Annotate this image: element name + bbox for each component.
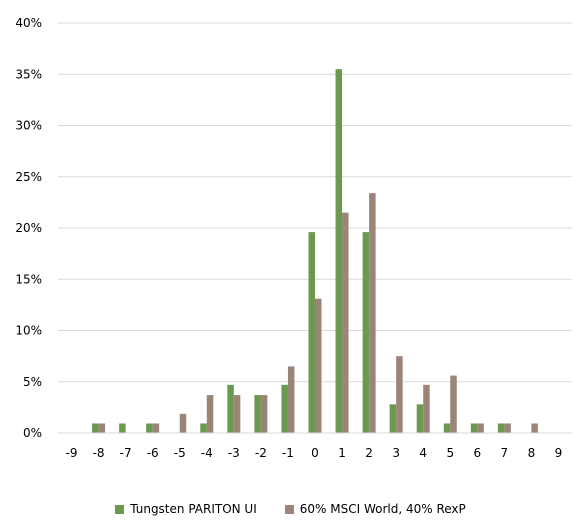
bar-series-1-cat--8	[92, 423, 99, 433]
x-tick-label: -6	[147, 446, 159, 460]
legend: Tungsten PARITON UI 60% MSCI World, 40% …	[0, 502, 581, 516]
bar-series-1-cat-5	[443, 423, 451, 433]
bar-series-1-cat-0	[308, 232, 315, 433]
x-tick-label: -3	[228, 446, 240, 460]
bar-series-2-cat--8	[98, 423, 106, 433]
legend-item-series-1: Tungsten PARITON UI	[115, 502, 257, 516]
bar-series-2-cat-7	[504, 423, 511, 433]
bar-series-2-cat--1	[287, 366, 295, 434]
x-tick-label: 0	[311, 446, 319, 460]
x-tick-label: 4	[419, 446, 427, 460]
x-tick-label: -1	[282, 446, 294, 460]
bar-series-2-cat--6	[152, 423, 160, 433]
y-tick-label: 35%	[15, 67, 42, 81]
bar-series-2-cat-1	[342, 212, 349, 434]
y-tick-label: 10%	[15, 324, 42, 338]
bar-series-2-cat-5	[450, 375, 457, 433]
legend-swatch-series-1	[115, 504, 125, 514]
y-tick-label: 0%	[23, 426, 42, 440]
y-tick-label: 25%	[15, 170, 42, 184]
y-tick-label: 5%	[23, 375, 42, 389]
x-tick-label: -5	[174, 446, 186, 460]
bar-series-2-cat--3	[233, 395, 241, 433]
bar-series-1-cat-1	[335, 69, 343, 434]
bar-series-1-cat-6	[470, 423, 478, 433]
x-tick-label: 2	[365, 446, 373, 460]
bar-series-2-cat-0	[315, 298, 322, 433]
bar-series-1-cat-3	[389, 404, 397, 433]
bars	[92, 69, 538, 434]
x-axis-ticks: -9 -8 -7 -6 -5 -4 -3 -2 -1 0 1 2 3 4 5 6 7 8 9	[66, 446, 563, 460]
bar-series-2-cat-3	[396, 356, 403, 434]
bar-series-1-cat--3	[227, 384, 234, 433]
legend-item-series-2: 60% MSCI World, 40% RexP	[284, 502, 466, 516]
bar-series-2-cat-2	[369, 193, 376, 433]
bar-series-1-cat--1	[281, 384, 288, 433]
y-axis-ticks: 0% 5% 10% 15% 20% 25% 30% 35% 40%	[15, 16, 42, 440]
x-tick-label: 8	[528, 446, 536, 460]
bar-series-2-cat-4	[423, 384, 430, 433]
x-tick-label: -4	[201, 446, 213, 460]
bar-series-1-cat-2	[362, 232, 370, 433]
bar-series-1-cat--2	[254, 395, 261, 433]
x-tick-label: -9	[66, 446, 78, 460]
y-tick-label: 40%	[15, 16, 42, 30]
y-tick-label: 20%	[15, 221, 42, 235]
x-tick-label: -2	[255, 446, 267, 460]
bar-series-2-cat--2	[260, 395, 268, 433]
x-tick-label: 1	[338, 446, 346, 460]
bar-series-2-cat--5	[179, 413, 187, 433]
bar-series-2-cat--4	[206, 395, 214, 433]
legend-label-series-1: Tungsten PARITON UI	[130, 502, 257, 516]
x-tick-label: 3	[392, 446, 400, 460]
bar-series-1-cat-7	[497, 423, 505, 433]
y-tick-label: 15%	[15, 272, 42, 286]
y-tick-label: 30%	[15, 119, 42, 133]
bar-series-1-cat--4	[200, 423, 207, 433]
legend-label-series-2: 60% MSCI World, 40% RexP	[299, 502, 466, 516]
x-tick-label: 6	[473, 446, 481, 460]
x-tick-label: -7	[120, 446, 132, 460]
bar-series-1-cat-4	[416, 404, 424, 433]
x-tick-label: 5	[446, 446, 454, 460]
legend-swatch-series-2	[284, 504, 294, 514]
x-tick-label: -8	[93, 446, 105, 460]
x-tick-label: 7	[501, 446, 509, 460]
bar-series-1-cat--7	[119, 423, 126, 433]
x-tick-label: 9	[555, 446, 563, 460]
bar-series-2-cat-8	[531, 423, 538, 433]
bar-series-2-cat-6	[477, 423, 484, 433]
bar-series-1-cat--6	[146, 423, 153, 433]
